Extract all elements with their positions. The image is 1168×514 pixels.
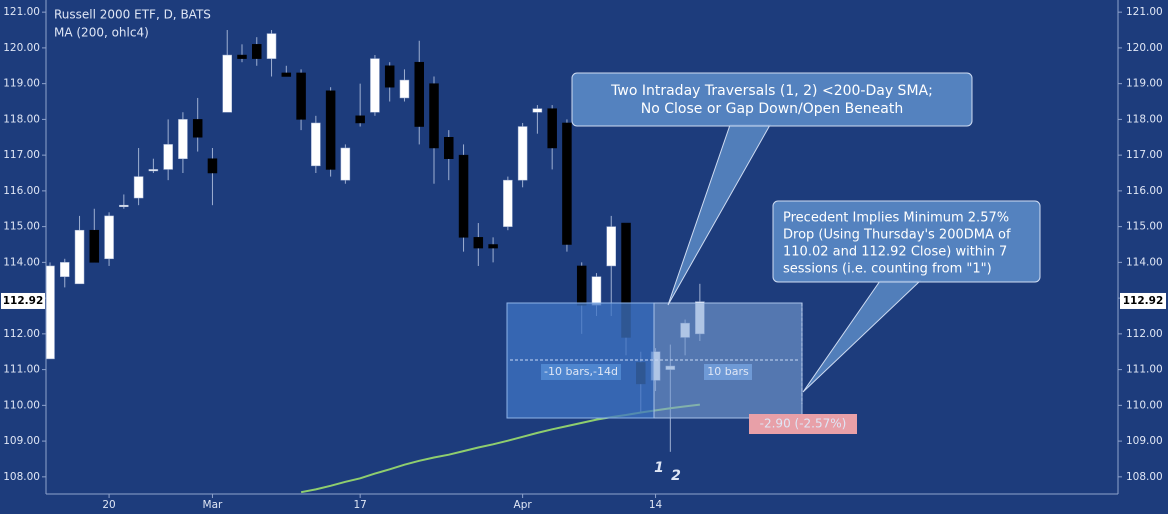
x-tick-label: 14 bbox=[649, 499, 663, 511]
candle-body bbox=[311, 122, 321, 167]
y-tick-label: 110.00 bbox=[3, 399, 40, 411]
callout-text: sessions (i.e. counting from "1") bbox=[783, 262, 992, 277]
measure-label: -10 bars,-14d bbox=[544, 365, 618, 378]
candle-body bbox=[119, 204, 129, 207]
y-tick-label: 111.00 bbox=[3, 364, 40, 376]
last-price-box bbox=[1, 292, 45, 309]
candle-body bbox=[414, 61, 424, 127]
candle-body bbox=[488, 244, 498, 249]
candle-body bbox=[532, 108, 543, 113]
callout-text: 110.02 and 112.92 Close) within 7 bbox=[783, 245, 1007, 260]
candle-body bbox=[266, 33, 277, 59]
chart-title: Russell 2000 ETF, D, BATS bbox=[54, 8, 211, 22]
y-tick-label: 108.00 bbox=[1126, 471, 1163, 483]
candle-body bbox=[104, 215, 114, 260]
y-tick-label: 119.00 bbox=[3, 78, 40, 90]
x-tick-label: Apr bbox=[514, 499, 533, 511]
y-tick-label: 110.00 bbox=[1126, 399, 1163, 411]
candle-body bbox=[133, 176, 144, 199]
callout-text: Precedent Implies Minimum 2.57% bbox=[783, 211, 1009, 226]
y-tick-label: 116.00 bbox=[3, 185, 40, 197]
callout-text: Two Intraday Traversals (1, 2) <200-Day … bbox=[610, 83, 933, 99]
measure-label: 10 bars bbox=[707, 365, 749, 378]
last-price-label: 112.92 bbox=[3, 295, 44, 307]
candle-body bbox=[60, 262, 70, 277]
y-tick-label: 118.00 bbox=[3, 113, 40, 125]
candle-body bbox=[473, 237, 484, 249]
candle-body bbox=[591, 276, 602, 306]
callout-text: No Close or Gap Down/Open Beneath bbox=[641, 101, 904, 117]
y-tick-label: 121.00 bbox=[1126, 6, 1163, 18]
y-tick-label: 114.00 bbox=[3, 256, 40, 268]
y-tick-label: 120.00 bbox=[3, 42, 40, 54]
y-tick-label: 115.00 bbox=[3, 221, 40, 233]
last-price-box bbox=[1120, 292, 1166, 309]
candle-body bbox=[252, 44, 262, 59]
chart-subtitle: MA (200, ohlc4) bbox=[54, 26, 149, 40]
candle-body bbox=[237, 54, 247, 59]
y-tick-label: 109.00 bbox=[1126, 435, 1163, 447]
candle-body bbox=[384, 65, 395, 88]
y-tick-label: 115.00 bbox=[1126, 221, 1163, 233]
candle-body bbox=[89, 229, 100, 263]
candle-body bbox=[46, 265, 55, 360]
x-tick-label: Mar bbox=[203, 499, 223, 511]
y-tick-label: 109.00 bbox=[3, 435, 40, 447]
y-tick-label: 118.00 bbox=[1126, 113, 1163, 125]
y-tick-label: 112.00 bbox=[1126, 328, 1163, 340]
measure-label-box bbox=[704, 364, 752, 380]
y-tick-label: 120.00 bbox=[1126, 42, 1163, 54]
y-tick-label: 117.00 bbox=[1126, 149, 1163, 161]
candle-body bbox=[444, 137, 454, 159]
candle-body bbox=[74, 229, 85, 285]
measure-result: -2.90 (-2.57%) bbox=[760, 417, 847, 431]
candle-body bbox=[576, 265, 587, 306]
candle-body bbox=[517, 126, 528, 181]
measure-result-box bbox=[749, 414, 857, 434]
annotations: -10 bars,-14d 10 bars -2.90 (-2.57%) 1 2… bbox=[506, 72, 1041, 484]
candle-body bbox=[340, 147, 351, 181]
candle-body bbox=[562, 122, 572, 245]
candle-body bbox=[399, 79, 410, 99]
candle-body bbox=[606, 226, 616, 267]
candle-body bbox=[163, 144, 173, 170]
candle-body bbox=[207, 158, 218, 174]
candle-body bbox=[547, 108, 557, 149]
candle-body bbox=[296, 72, 306, 120]
candle-body bbox=[503, 179, 513, 227]
x-tick-label: 20 bbox=[102, 499, 115, 511]
candle-body bbox=[370, 58, 380, 113]
candle-body bbox=[458, 154, 469, 238]
y-tick-label: 116.00 bbox=[1126, 185, 1163, 197]
y-tick-label: 121.00 bbox=[3, 6, 40, 18]
y-tick-label: 108.00 bbox=[3, 471, 40, 483]
y-tick-label: 111.00 bbox=[1126, 364, 1163, 376]
candle-body bbox=[355, 115, 365, 124]
y-tick-label: 114.00 bbox=[1126, 256, 1163, 268]
point-label: 2 bbox=[671, 468, 681, 484]
measure-label-box bbox=[541, 364, 621, 380]
y-tick-label: 117.00 bbox=[3, 149, 40, 161]
candle-body bbox=[325, 90, 336, 170]
candle-body bbox=[148, 169, 159, 172]
x-tick-label: 17 bbox=[353, 499, 366, 511]
callout bbox=[772, 200, 1041, 283]
candle-body bbox=[178, 119, 188, 159]
candle-body bbox=[192, 119, 203, 138]
candle-body bbox=[281, 72, 292, 77]
candle-body bbox=[222, 54, 232, 113]
candle-body bbox=[429, 83, 439, 149]
point-label: 1 bbox=[654, 460, 664, 476]
last-price-label: 112.92 bbox=[1123, 295, 1164, 307]
y-tick-label: 119.00 bbox=[1126, 78, 1163, 90]
y-tick-label: 112.00 bbox=[3, 328, 40, 340]
callout-text: Drop (Using Thursday's 200DMA of bbox=[783, 228, 1011, 243]
callout bbox=[571, 72, 973, 127]
